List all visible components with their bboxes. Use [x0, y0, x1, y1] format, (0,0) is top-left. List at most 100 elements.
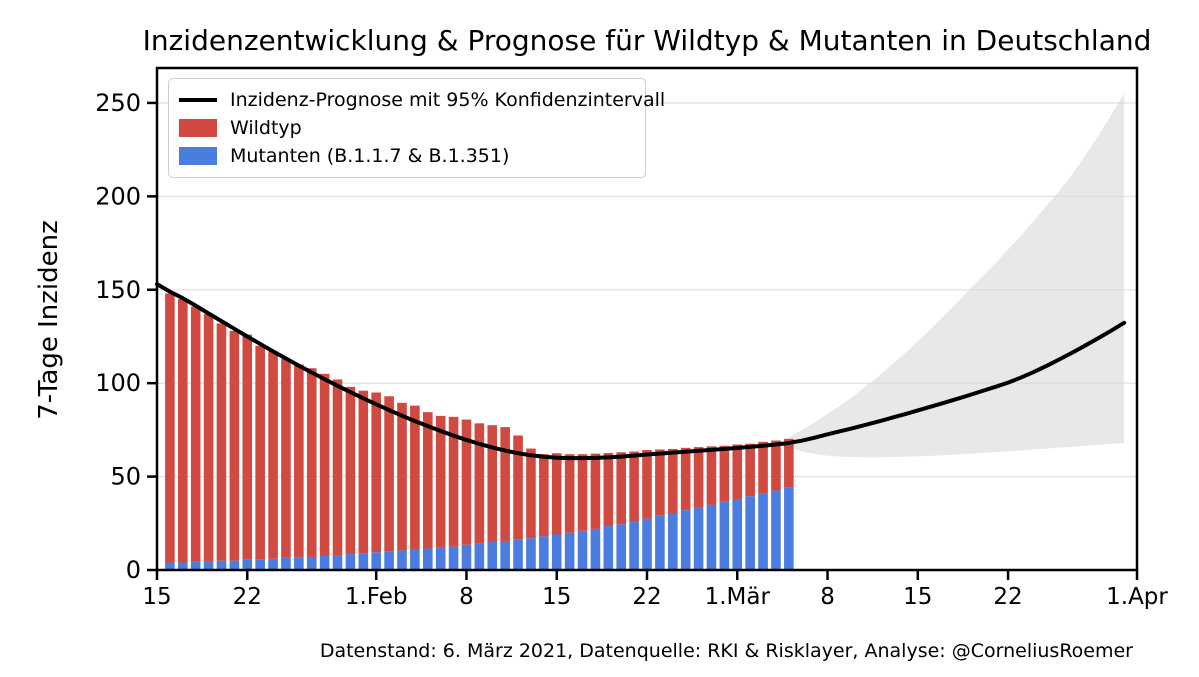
mutant-bar — [616, 524, 627, 570]
wildtyp-bar — [603, 453, 614, 527]
x-tick-label: 22 — [993, 584, 1022, 610]
wildtyp-bar — [539, 454, 549, 537]
mutant-bar — [294, 557, 304, 570]
y-axis-label: 7-Tage Inzidenz — [34, 220, 64, 419]
x-tick-label: 1.Feb — [345, 584, 408, 610]
mutant-bar — [345, 554, 356, 570]
mutant-bar — [564, 532, 575, 570]
mutanten-swatch — [179, 147, 217, 165]
mutant-bar — [281, 557, 291, 570]
mutant-bar — [487, 541, 498, 570]
x-tick-label: 1.Apr — [1106, 584, 1168, 610]
x-tick-label: 15 — [903, 584, 932, 610]
mutant-bar — [306, 556, 317, 570]
legend-label-wildtyp: Wildtyp — [230, 117, 302, 139]
mutant-bar — [242, 559, 253, 570]
mutant-bar — [371, 552, 382, 570]
wildtyp-bar — [216, 323, 227, 561]
mutant-bar — [435, 547, 446, 570]
mutant-bar — [216, 560, 227, 570]
wildtyp-bar — [577, 454, 588, 531]
mutant-bar — [397, 550, 407, 570]
forecast-line — [155, 282, 1127, 461]
legend-item-mutanten: Mutanten (B.1.1.7 & B.1.351) — [179, 142, 636, 170]
mutant-bar — [629, 521, 639, 570]
mutant-bar — [319, 555, 330, 570]
wildtyp-bar — [384, 396, 394, 552]
wildtyp-bar — [268, 351, 278, 559]
chart-title: Inzidenzentwicklung & Prognose für Wildt… — [143, 24, 1152, 57]
caption: Datenstand: 6. März 2021, Datenquelle: R… — [320, 640, 1133, 662]
mutant-bar — [719, 501, 730, 570]
legend-item-prognose: Inzidenz-Prognose mit 95% Konfidenzinter… — [179, 86, 665, 114]
wildtyp-bar — [474, 423, 485, 544]
mutant-bar — [577, 530, 588, 570]
wildtyp-bar — [397, 402, 407, 551]
wildtyp-bar — [771, 440, 781, 491]
wildtyp-bar — [719, 445, 730, 502]
wildtyp-bar — [487, 425, 498, 542]
y-tick-label: 200 — [95, 182, 141, 210]
mutant-bar — [422, 548, 433, 570]
wildtyp-bar — [229, 330, 240, 561]
y-tick-label: 150 — [95, 276, 141, 304]
legend-item-wildtyp: Wildtyp — [179, 114, 636, 142]
x-tick-label: 22 — [233, 584, 262, 610]
wildtyp-bar — [667, 448, 678, 514]
wildtyp-bar — [332, 379, 343, 556]
legend-label-prognose: Inzidenz-Prognose mit 95% Konfidenzinter… — [230, 89, 666, 111]
wildtyp-bar — [461, 419, 472, 545]
mutant-bar — [539, 536, 549, 570]
wildtyp-bar — [306, 368, 317, 557]
wildtyp-bar — [410, 405, 420, 550]
mutant-bar — [474, 543, 485, 570]
confidence-band — [788, 93, 1125, 458]
mutant-bar — [758, 493, 768, 570]
wildtyp-swatch — [179, 119, 217, 137]
plot-area: 0 50 100 150 200 250 15 22 1.Feb 8 15 22 1.Mär 8 15 22 1… — [95, 66, 1168, 610]
mutant-bar — [642, 518, 652, 570]
mutant-bar — [177, 562, 188, 570]
wildtyp-bar — [422, 412, 433, 549]
mutant-bar — [190, 561, 201, 570]
mutant-bar — [590, 528, 601, 570]
mutant-bar — [410, 549, 420, 570]
wildtyp-bar — [629, 451, 639, 522]
x-tick-label: 8 — [820, 584, 835, 610]
wildtyp-bar — [448, 416, 459, 547]
wildtyp-bar — [680, 447, 691, 511]
mutant-bar — [732, 499, 743, 570]
mutant-bar — [693, 507, 704, 570]
mutant-bar — [332, 555, 343, 570]
prognose-line-swatch — [179, 98, 217, 102]
wildtyp-bar — [294, 364, 304, 558]
mutant-bar — [771, 490, 781, 570]
wildtyp-bar — [500, 427, 510, 542]
y-tick-label: 50 — [110, 463, 141, 491]
wildtyp-bar — [165, 293, 175, 563]
legend: Inzidenz-Prognose mit 95% Konfidenzinter… — [168, 78, 665, 178]
wildtyp-bar — [526, 448, 536, 539]
mutant-bar — [655, 515, 665, 570]
mutant-bar — [268, 558, 278, 570]
wildtyp-bar — [758, 441, 768, 494]
wildtyp-bar — [745, 443, 755, 497]
wildtyp-bar — [242, 334, 253, 560]
wildtyp-bar — [319, 373, 330, 556]
mutant-bar — [500, 541, 510, 570]
mutant-bar — [229, 560, 240, 570]
x-tick-label: 8 — [459, 584, 474, 610]
wildtyp-bar — [732, 444, 743, 500]
wildtyp-bar — [706, 446, 717, 505]
mutant-bar — [448, 546, 459, 570]
mutant-bar — [603, 526, 614, 570]
wildtyp-bar — [642, 450, 652, 519]
mutant-bar — [461, 544, 472, 570]
x-tick-label: 1.Mär — [705, 584, 771, 610]
wildtyp-bar — [616, 452, 627, 525]
wildtyp-bar — [255, 345, 265, 560]
wildtyp-bar — [358, 390, 369, 554]
mutant-bar — [165, 562, 175, 570]
wildtyp-bar — [655, 449, 665, 516]
